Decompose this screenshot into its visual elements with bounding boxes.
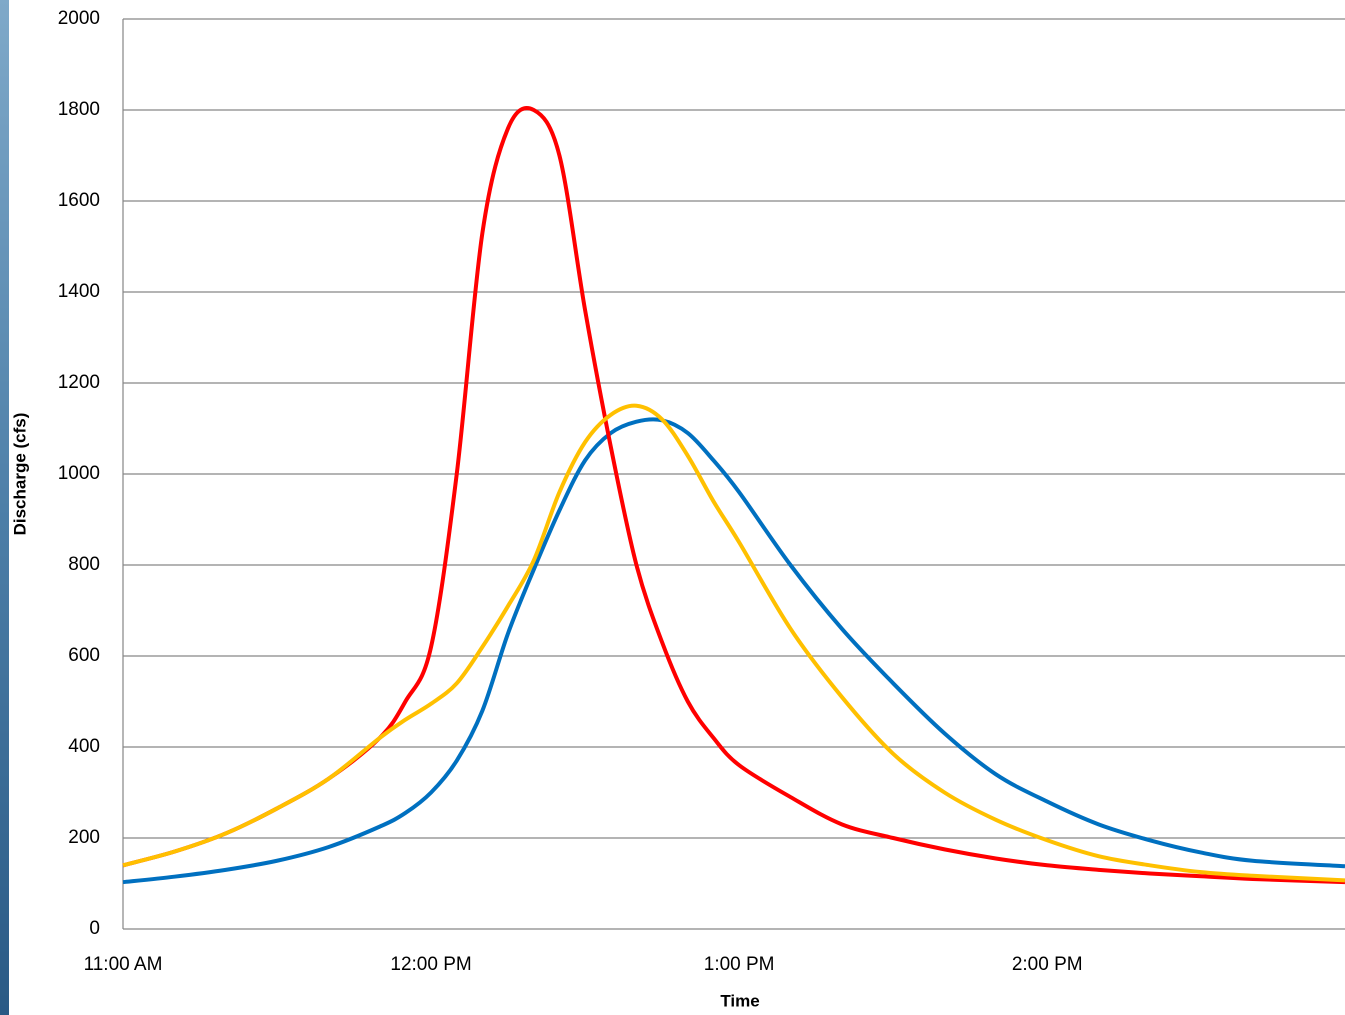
x-tick-label: 11:00 AM xyxy=(84,954,163,975)
y-axis-title: Discharge (cfs) xyxy=(10,413,29,536)
y-tick-label: 1400 xyxy=(58,281,100,302)
y-tick-label: 1000 xyxy=(58,463,100,484)
y-tick-label: 1600 xyxy=(58,190,100,211)
y-tick-label: 1800 xyxy=(58,99,100,120)
x-tick-label: 12:00 PM xyxy=(390,954,471,975)
y-tick-label: 2000 xyxy=(58,8,100,29)
y-tick-label: 800 xyxy=(68,554,100,575)
x-axis-title: Time xyxy=(720,991,759,1010)
x-tick-label: 1:00 PM xyxy=(704,954,775,975)
series-line xyxy=(122,106,1345,885)
y-tick-label: 400 xyxy=(68,736,100,757)
background-strip xyxy=(0,0,9,1015)
y-tick-label: 200 xyxy=(68,827,100,848)
y-tick-label: 600 xyxy=(68,645,100,666)
y-tick-label: 0 xyxy=(89,918,100,939)
x-tick-label: 2:00 PM xyxy=(1012,954,1083,975)
series-line xyxy=(122,403,1345,883)
y-tick-label: 1200 xyxy=(58,372,100,393)
series-line xyxy=(122,417,1345,885)
